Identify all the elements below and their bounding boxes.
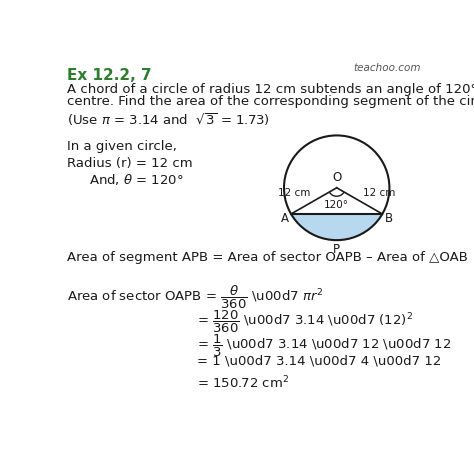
Text: 12 cm: 12 cm bbox=[363, 188, 395, 198]
Text: = $\dfrac{120}{360}$ \u00d7 3.14 \u00d7 $(12)^2$: = $\dfrac{120}{360}$ \u00d7 3.14 \u00d7 … bbox=[197, 309, 413, 335]
Text: In a given circle,: In a given circle, bbox=[67, 140, 177, 153]
Text: = $\dfrac{1}{3}$ \u00d7 3.14 \u00d7 12 \u00d7 12: = $\dfrac{1}{3}$ \u00d7 3.14 \u00d7 12 \… bbox=[197, 333, 451, 359]
Text: Radius (r) = 12 cm: Radius (r) = 12 cm bbox=[67, 157, 192, 170]
Text: B: B bbox=[385, 212, 393, 226]
Text: 120°: 120° bbox=[324, 200, 349, 210]
Text: 12 cm: 12 cm bbox=[278, 188, 311, 198]
Text: teachoo.com: teachoo.com bbox=[353, 63, 420, 73]
Text: = 1 \u00d7 3.14 \u00d7 4 \u00d7 12: = 1 \u00d7 3.14 \u00d7 4 \u00d7 12 bbox=[197, 355, 442, 368]
Text: Area of sector OAPB = $\dfrac{\theta}{360}$ \u00d7 $\pi r^2$: Area of sector OAPB = $\dfrac{\theta}{36… bbox=[67, 284, 323, 311]
Text: A: A bbox=[281, 212, 289, 226]
Text: (Use $\pi$ = 3.14 and  $\sqrt{3}$ = 1.73): (Use $\pi$ = 3.14 and $\sqrt{3}$ = 1.73) bbox=[67, 111, 270, 128]
Text: = 150.72 cm$^2$: = 150.72 cm$^2$ bbox=[197, 375, 289, 392]
Text: O: O bbox=[332, 171, 341, 184]
Text: And, $\theta$ = 120°: And, $\theta$ = 120° bbox=[89, 173, 183, 187]
Text: centre. Find the area of the corresponding segment of the circle.: centre. Find the area of the correspondi… bbox=[67, 95, 474, 109]
Text: P: P bbox=[333, 243, 340, 256]
Polygon shape bbox=[291, 214, 383, 240]
Text: Ex 12.2, 7: Ex 12.2, 7 bbox=[67, 68, 152, 82]
Text: A chord of a circle of radius 12 cm subtends an angle of 120° at the: A chord of a circle of radius 12 cm subt… bbox=[67, 83, 474, 96]
Text: Area of segment APB = Area of sector OAPB – Area of △OAB: Area of segment APB = Area of sector OAP… bbox=[67, 251, 468, 264]
